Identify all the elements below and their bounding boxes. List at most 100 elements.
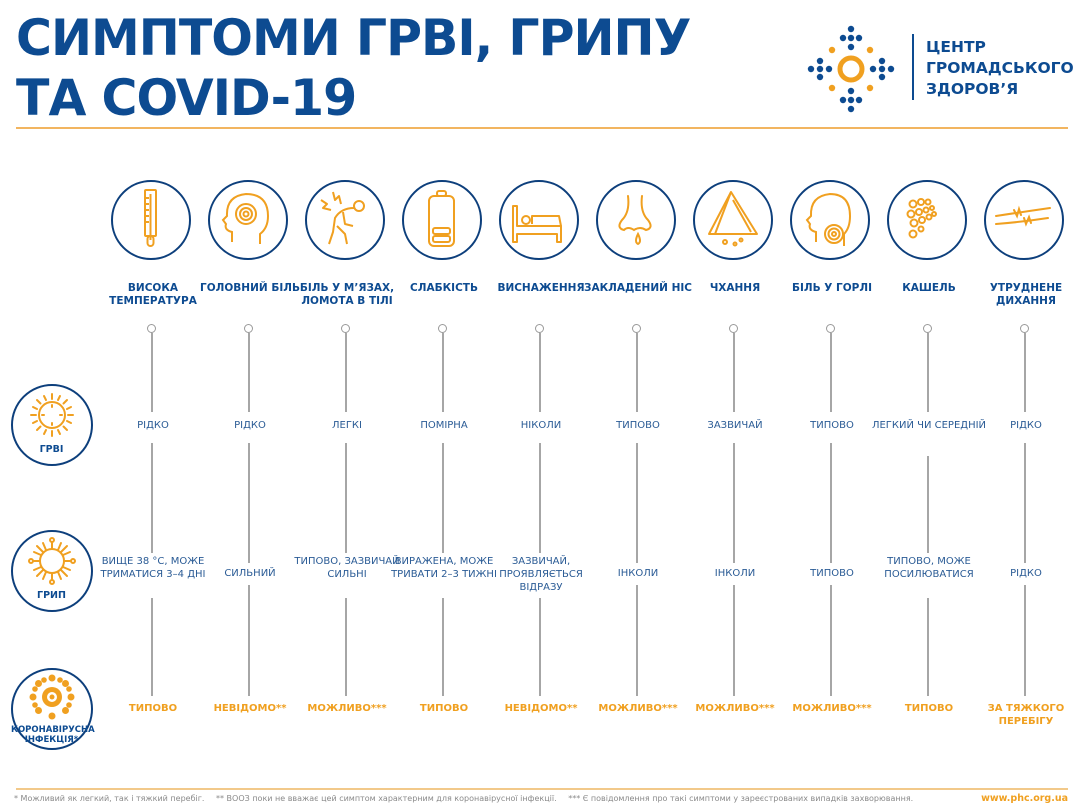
cold-value: НІКОЛИ [520,420,562,431]
logo-line-2: ГРОМАДСЬКОГО [926,59,1074,77]
covid-value: МОЖЛИВО*** [792,703,872,714]
sneeze-icon [708,191,758,247]
connector-line [248,443,250,563]
connector-line [539,598,541,696]
symptom-column-exhaustion: ВИСНАЖЕННЯ НІКОЛИ ЗАЗВИЧАЙ, ПРОЯВЛЯЄТЬСЯ… [493,0,589,760]
connector-line [830,443,832,563]
connector-line [345,443,347,553]
symptom-column-sneezing: ЧХАННЯ ЗАЗВИЧАЙ ІНКОЛИ МОЖЛИВО*** [687,0,783,760]
row-label-text: ГРВІ [39,444,64,455]
symptom-icon-ring [111,180,191,260]
symptom-column-fever: ВИСОКА ТЕМПЕРАТУРА РІДКО ВИЩЕ 38 °С, МОЖ… [101,0,205,760]
symptom-label: ЧХАННЯ [709,282,761,294]
flu-value: ТИПОВО [810,568,854,579]
body-ache-icon [320,191,365,245]
covid-value: НЕВІДОМО** [213,703,287,714]
row-label-covid: КОРОНАВІРУСНА ІНФЕКЦІЯ* [11,668,95,750]
cold-value: ЛЕГКІ [332,420,362,431]
flu-value: СИЛЬНИЙ [224,568,276,579]
flu-value: ТИПОВО, МОЖЕ ПОСИЛЮВАТИСЯ [884,556,974,580]
symptom-icon-ring [693,180,773,260]
symptom-icon-ring [402,180,482,260]
symptom-label: КАШЕЛЬ [902,282,956,294]
connector-line [248,585,250,696]
connector-dot [826,324,835,333]
bed-icon [512,205,562,243]
head-pain-icon [221,192,270,244]
connector-dot [341,324,350,333]
symptom-icon-ring [790,180,870,260]
symptom-label: СЛАБКІСТЬ [410,282,478,294]
thermometer-icon [144,189,157,247]
connector-line [151,598,153,696]
coronavirus-icon [29,674,75,720]
connector-line [636,333,638,412]
cold-value: ПОМІРНА [420,420,468,431]
connector-line [1024,443,1026,563]
symptom-icon-ring [305,180,385,260]
symptom-icon-ring [499,180,579,260]
connector-line [636,585,638,696]
row-label-cold: ГРВІ [11,384,93,466]
footnote-1: * Можливий як легкий, так і тяжкий переб… [14,794,205,803]
connector-line [733,333,735,412]
covid-value: ЗА ТЯЖКОГО ПЕРЕБІГУ [987,703,1065,727]
connector-line [927,598,929,696]
low-battery-icon [428,190,455,247]
row-label-text: КОРОНАВІРУСНА ІНФЕКЦІЯ* [11,725,95,745]
symptom-label: УТРУДНЕНЕ ДИХАННЯ [989,282,1063,307]
symptom-column-sore-throat: БІЛЬ У ГОРЛІ ТИПОВО ТИПОВО МОЖЛИВО*** [784,0,880,760]
footnote-2: ** ВООЗ поки не вважає цей симптом харак… [216,794,557,803]
breathing-difficulty-icon [995,205,1051,227]
connector-line [830,333,832,412]
connector-line [539,333,541,412]
flu-value: ІНКОЛИ [617,568,659,579]
flu-value: ВИЩЕ 38 °С, МОЖЕ ТРИМАТИСЯ 3–4 ДНІ [100,556,206,580]
virus-flu-icon [28,537,76,585]
symptom-icon-ring [596,180,676,260]
connector-dot [535,324,544,333]
symptom-label: ВИСНАЖЕННЯ [497,282,585,294]
symptom-label: ГОЛОВНИЙ БІЛЬ [200,282,300,294]
website-link[interactable]: www.phc.org.ua [981,793,1068,804]
connector-line [442,333,444,412]
title-line-2: ТА COVID-19 [16,69,357,127]
flu-value: ЗАЗВИЧАЙ, ПРОЯВЛЯЄТЬСЯ ВІДРАЗУ [499,556,583,593]
symptom-label: ВИСОКА ТЕМПЕРАТУРА [109,282,197,307]
connector-line [151,333,153,412]
cold-value: ЛЕГКИЙ ЧИ СЕРЕДНІЙ [871,420,987,431]
covid-value: МОЖЛИВО*** [307,703,387,714]
symptom-icon-ring [208,180,288,260]
cold-value: ТИПОВО [810,420,854,431]
connector-line [248,333,250,412]
footnotes: * Можливий як легкий, так і тяжкий переб… [14,794,922,803]
covid-value: ТИПОВО [128,703,178,714]
logo-divider [912,34,914,100]
symptom-icon-ring [887,180,967,260]
covid-value: ТИПОВО [904,703,954,714]
virus-cold-icon [30,393,74,437]
connector-line [1024,333,1026,412]
connector-line [733,443,735,563]
row-label-flu: ГРИП [11,530,93,612]
cold-value: РІДКО [234,420,266,431]
cold-value: РІДКО [1010,420,1042,431]
title-line-1: СИМПТОМИ ГРВІ, ГРИПУ [16,9,691,67]
connector-dot [244,324,253,333]
phc-dots-logo-icon [807,25,895,113]
connector-dot [632,324,641,333]
row-label-text: ГРИП [37,590,66,601]
connector-line [1024,585,1026,696]
cold-value: ЗАЗВИЧАЙ [707,420,763,431]
symptom-label: ЗАКЛАДЕНИЙ НІС [584,282,692,294]
connector-dot [729,324,738,333]
cold-value: РІДКО [137,420,169,431]
connector-dot [1020,324,1029,333]
connector-line [830,585,832,696]
footer-divider [16,788,1068,790]
cold-value: ТИПОВО [616,420,660,431]
flu-value: ІНКОЛИ [714,568,756,579]
connector-dot [438,324,447,333]
connector-line [539,443,541,553]
connector-dot [923,324,932,333]
